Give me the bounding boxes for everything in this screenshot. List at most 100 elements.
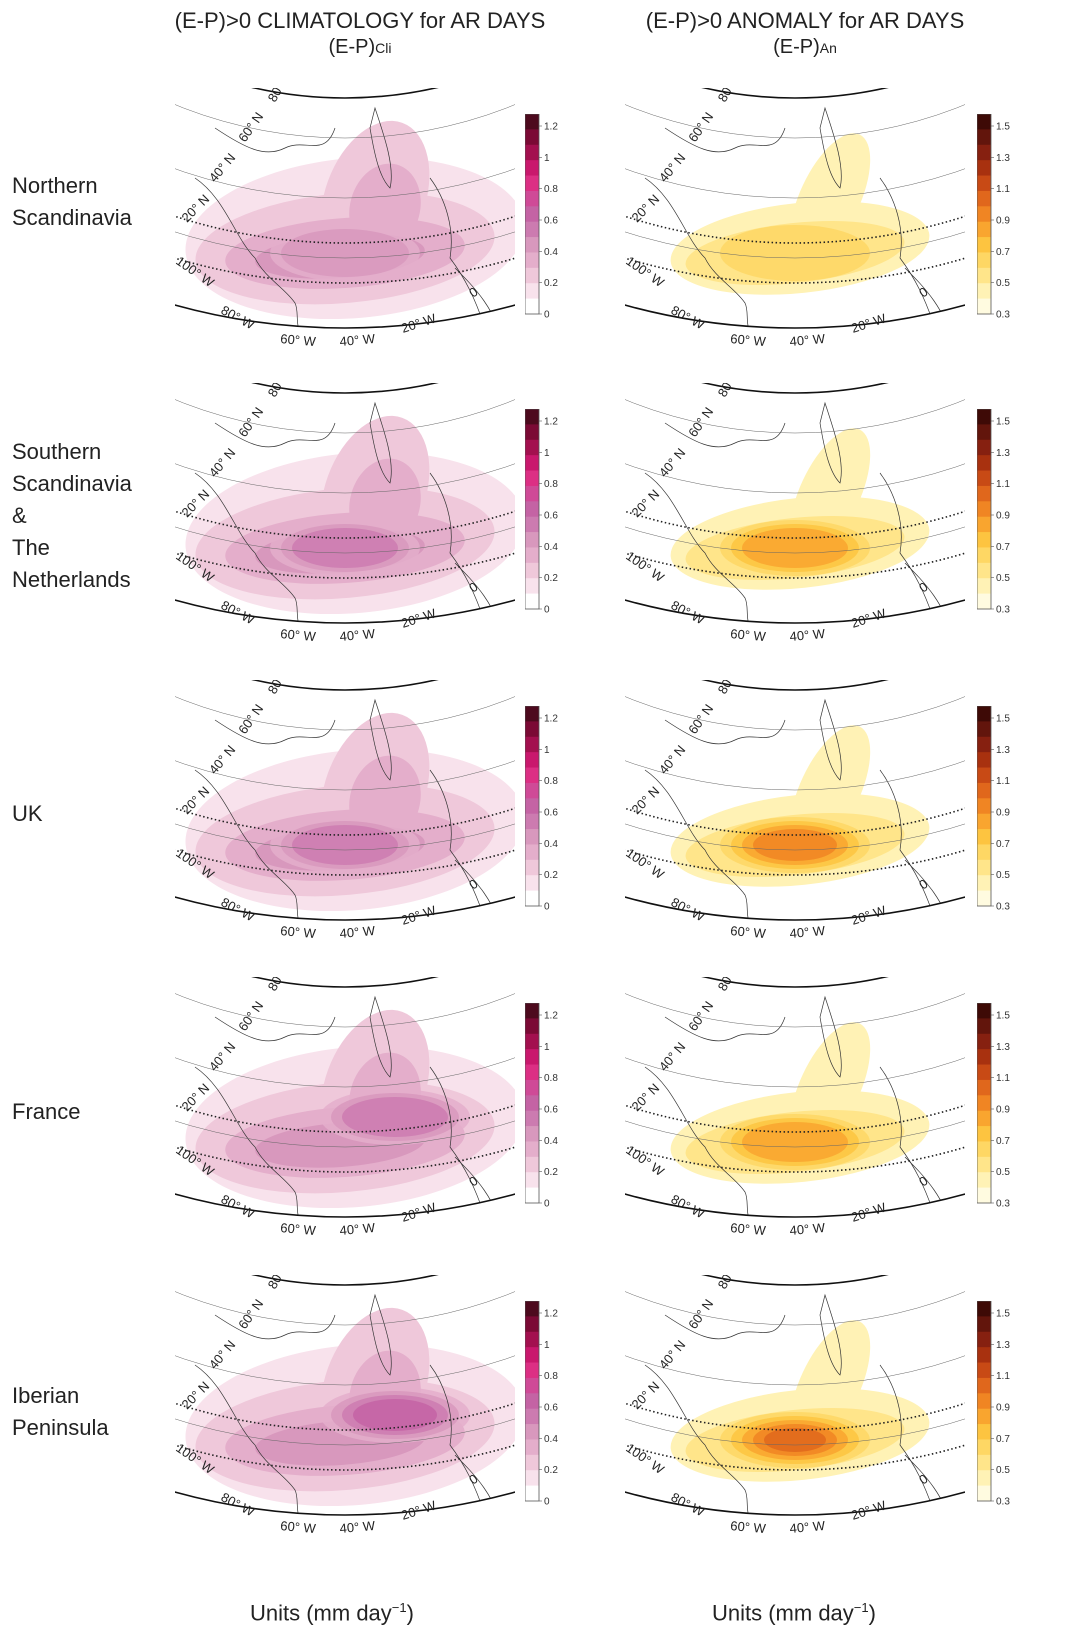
colorbar-swatch	[977, 501, 991, 518]
colorbar-swatch	[525, 1393, 539, 1410]
colorbar-swatch	[525, 562, 539, 579]
coastline	[664, 1016, 786, 1042]
europe-coast	[429, 177, 486, 329]
colorbar-tick-label: 1.2	[544, 122, 558, 133]
colorbar-swatch	[525, 844, 539, 861]
colorbar-swatch	[525, 532, 539, 548]
longitude-label: 60° W	[730, 1220, 767, 1238]
colorbar-swatch	[525, 175, 539, 192]
colorbar-swatch	[977, 721, 991, 738]
colorbar-tick-label: 0	[544, 1199, 550, 1209]
colorbar-swatch	[977, 1187, 991, 1204]
colorbar-frame	[524, 113, 540, 315]
colorbar-tick-label: 1.5	[996, 1309, 1010, 1320]
coastline	[644, 769, 756, 921]
row-label-iberian-peninsula: Iberian Peninsula	[12, 1383, 109, 1440]
anomaly-colorbar-row-5: 1.5 1.3 1.1 0.9 0.7 0.5 0.3	[976, 1300, 1022, 1511]
longitude-label: 40° W	[789, 626, 826, 644]
colorbar-swatch	[977, 736, 991, 753]
colorbar-swatch	[977, 1331, 991, 1348]
subtitle: (E-P)An	[773, 36, 837, 58]
coastline	[194, 1364, 306, 1516]
colorbar-tick-label: 0	[544, 1497, 550, 1507]
colorbar-swatch	[525, 455, 539, 472]
coastline	[644, 1364, 756, 1516]
anomaly-colorbar-row-1: 1.5 1.3 1.1 0.9 0.7 0.5 0.3	[976, 113, 1022, 324]
colorbar-swatch	[977, 298, 991, 315]
colorbar-tick-label: 0.6	[544, 511, 558, 522]
colorbar-tick-label: 1.1	[996, 1371, 1010, 1382]
europe-coast	[879, 1364, 936, 1516]
coastline	[214, 1016, 336, 1042]
longitude-label: 60° W	[280, 1220, 317, 1238]
colorbar-swatch	[977, 267, 991, 284]
colorbar-tick-label: 0.7	[996, 839, 1010, 850]
colorbar-swatch	[525, 1110, 539, 1127]
colorbar-swatch	[977, 1454, 991, 1471]
coastline	[194, 472, 306, 624]
colorbar-swatch	[977, 221, 991, 238]
colorbar-swatch	[525, 1049, 539, 1066]
colorbar-swatch	[525, 875, 539, 892]
colorbar-tick-label: 1.3	[996, 1340, 1010, 1351]
colorbar-swatch	[525, 1033, 539, 1050]
colorbar-swatch	[525, 439, 539, 456]
europe-coast	[879, 472, 936, 624]
colorbar-swatch	[977, 439, 991, 456]
longitude-label: 60° W	[730, 923, 767, 941]
colorbar-tick-label: 1.2	[544, 417, 558, 428]
colorbar-swatch	[525, 424, 539, 441]
colorbar-swatch	[977, 1064, 991, 1081]
greenland-coast	[369, 1293, 392, 1376]
field-contour	[753, 829, 837, 861]
colorbar-tick-label: 0.7	[996, 247, 1010, 258]
colorbar-swatch	[977, 752, 991, 769]
longitude-label: 40° W	[789, 1220, 826, 1238]
colorbar-swatch	[977, 190, 991, 207]
climatology-colorbar-row-4: 1.2 1 0.8 0.6 0.4 0.2 0	[524, 1002, 570, 1213]
colorbar-frame	[976, 113, 992, 315]
title-text: (E-P)>0 ANOMALY for AR DAYS	[645, 8, 965, 33]
colorbar-swatch	[977, 470, 991, 487]
colorbar-swatch	[977, 782, 991, 799]
climatology-colorbar-row-3: 1.2 1 0.8 0.6 0.4 0.2 0	[524, 705, 570, 916]
colorbar-swatch	[525, 1187, 539, 1204]
colorbar-frame	[524, 705, 540, 907]
colorbar-tick-label: 1.2	[544, 714, 558, 725]
field-contour	[742, 528, 848, 568]
colorbar-tick-label: 0.9	[996, 1105, 1010, 1116]
colorbar-swatch	[525, 237, 539, 253]
colorbar-tick-label: 0.6	[544, 808, 558, 819]
coastline	[214, 422, 336, 448]
colorbar-swatch	[977, 1033, 991, 1050]
colorbar-tick-label: 1.5	[996, 714, 1010, 725]
colorbar-swatch	[977, 1377, 991, 1394]
colorbar-swatch	[525, 752, 539, 769]
colorbar-swatch	[525, 144, 539, 161]
colorbar-frame	[976, 1300, 992, 1502]
colorbar-tick-label: 1.5	[996, 122, 1010, 133]
colorbar-swatch	[977, 1095, 991, 1112]
africa-coast	[454, 562, 506, 624]
greenland-coast	[819, 995, 842, 1078]
colorbar-swatch	[525, 206, 539, 223]
field-contour	[764, 1428, 826, 1452]
europe-coast	[879, 769, 936, 921]
coastline	[194, 769, 306, 921]
colorbar-swatch	[977, 1393, 991, 1410]
colorbar-swatch	[977, 1049, 991, 1066]
colorbar-tick-label: 0.8	[544, 1371, 558, 1382]
field-contour	[292, 825, 398, 865]
greenland-coast	[819, 1293, 842, 1376]
coastline	[194, 1066, 306, 1218]
colorbar-swatch	[977, 516, 991, 533]
longitude-label: 60° W	[730, 1518, 767, 1536]
colorbar-tick-label: 0.3	[996, 310, 1010, 320]
greenland-coast	[819, 698, 842, 781]
colorbar-swatch	[525, 1485, 539, 1502]
